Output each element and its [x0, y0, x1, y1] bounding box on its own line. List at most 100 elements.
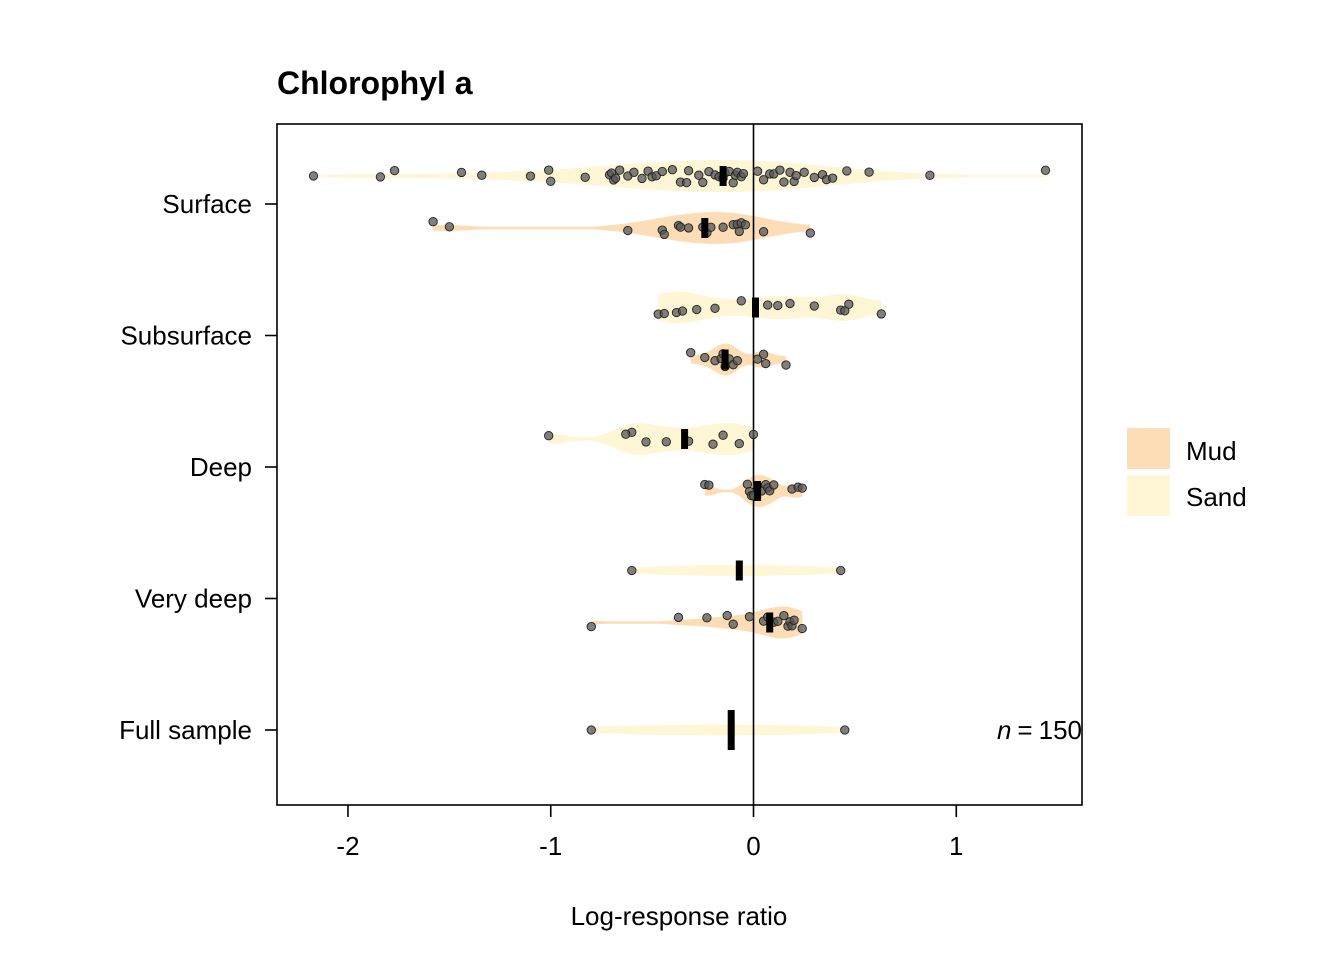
data-point-surface-sand — [779, 177, 789, 187]
data-point-surface-sand — [694, 170, 704, 180]
x-tick-label: 1 — [949, 831, 963, 861]
y-tick-label-full-sample: Full sample — [119, 715, 252, 745]
data-point-subsurface-sand — [736, 296, 746, 306]
median-bar-full-sample-sand — [727, 710, 735, 750]
median-bar-subsurface-sand — [752, 297, 759, 318]
data-point-subsurface-sand — [785, 298, 795, 309]
data-point-surface-sand — [477, 170, 487, 180]
data-point-surface-sand — [791, 170, 801, 181]
data-point-subsurface-mud — [732, 356, 742, 366]
data-point-very-deep-sand — [836, 565, 846, 576]
data-point-subsurface-sand — [809, 301, 819, 311]
data-point-surface-sand — [925, 170, 935, 180]
data-point-surface-mud — [428, 217, 438, 227]
data-point-deep-mud — [797, 483, 807, 493]
x-tick-label: -1 — [539, 831, 562, 861]
data-point-surface-mud — [740, 220, 751, 230]
data-point-surface-mud — [623, 225, 633, 236]
data-point-surface-sand — [681, 177, 692, 188]
legend-swatch-sand — [1127, 475, 1170, 516]
data-point-subsurface-sand — [844, 299, 854, 309]
data-point-deep-sand — [641, 437, 651, 447]
data-point-surface-mud — [734, 226, 744, 237]
median-bar-subsurface-mud — [721, 349, 729, 370]
n-value: 150 — [1039, 715, 1082, 745]
data-point-surface-sand — [580, 172, 590, 182]
data-point-surface-sand — [827, 173, 838, 183]
y-tick-label-deep: Deep — [190, 452, 252, 482]
data-point-surface-sand — [775, 165, 785, 175]
data-point-surface-mud — [758, 227, 769, 237]
data-point-very-deep-mud — [728, 619, 738, 629]
data-point-deep-sand — [734, 438, 744, 449]
data-point-deep-sand — [544, 431, 554, 441]
plot-frame — [276, 123, 1083, 806]
axes: Surface Subsurface Deep Very deep Full sampl… — [119, 189, 963, 861]
data-point-subsurface-mud — [752, 354, 763, 364]
data-point-surface-sand — [546, 176, 556, 186]
data-point-surface-mud — [659, 229, 669, 240]
violin-full-sample-sand — [591, 724, 845, 736]
median-bar-surface-mud — [701, 218, 709, 238]
data-point-surface-mud — [444, 222, 455, 232]
median-bar-very-deep-mud — [766, 612, 774, 633]
data-point-subsurface-sand — [692, 304, 702, 315]
data-point-deep-sand — [661, 437, 671, 447]
data-point-surface-sand — [738, 168, 749, 179]
data-point-deep-sand — [621, 429, 631, 439]
x-tick-label: 0 — [746, 831, 760, 861]
data-point-subsurface-sand — [710, 303, 720, 313]
data-point-deep-mud — [769, 480, 779, 490]
data-point-very-deep-mud — [586, 621, 596, 632]
median-bar-very-deep-sand — [735, 560, 743, 581]
data-point-surface-mud — [805, 228, 815, 238]
data-point-surface-sand — [1040, 165, 1051, 175]
data-point-surface-sand — [657, 166, 667, 177]
data-point-surface-sand — [308, 171, 319, 181]
data-point-very-deep-mud — [702, 613, 712, 623]
sample-size-annotation: n = 150 — [997, 715, 1082, 745]
data-point-surface-sand — [637, 173, 647, 184]
violin-deep-sand — [548, 423, 754, 455]
violin-surface-sand — [313, 160, 1046, 192]
data-point-very-deep-mud — [773, 616, 783, 626]
data-point-surface-sand — [728, 178, 738, 188]
data-point-surface-sand — [456, 167, 467, 178]
data-point-surface-mud — [683, 223, 694, 233]
data-point-surface-mud — [718, 222, 728, 232]
data-point-subsurface-sand — [659, 308, 669, 319]
x-axis-title: Log-response ratio — [571, 901, 788, 931]
data-point-surface-sand — [610, 173, 621, 183]
legend-label-sand: Sand — [1186, 482, 1247, 512]
violin-surface-mud — [433, 212, 811, 244]
data-point-surface-sand — [389, 165, 400, 176]
legend-label-mud: Mud — [1186, 436, 1237, 466]
data-point-deep-sand — [718, 430, 728, 440]
data-point-surface-sand — [758, 175, 769, 185]
n-equals: = — [1017, 715, 1032, 745]
data-point-subsurface-sand — [876, 309, 886, 319]
svg-text:n=150: n = 150 — [997, 715, 1082, 745]
data-point-surface-sand — [667, 165, 678, 175]
data-point-surface-sand — [809, 172, 819, 183]
median-bar-deep-mud — [754, 481, 762, 501]
data-point-surface-sand — [629, 167, 639, 177]
data-point-very-deep-mud — [673, 612, 684, 623]
data-point-surface-sand — [615, 165, 625, 175]
data-point-very-deep-mud — [779, 610, 789, 621]
data-point-very-deep-mud — [722, 610, 732, 621]
data-point-subsurface-mud — [686, 347, 696, 358]
data-point-very-deep-mud — [789, 615, 799, 625]
data-point-surface-sand — [698, 177, 708, 188]
x-tick-label: -2 — [336, 831, 359, 861]
legend-swatch-mud — [1127, 428, 1170, 469]
data-point-subsurface-mud — [758, 349, 769, 359]
data-point-deep-sand — [748, 429, 759, 440]
data-point-subsurface-sand — [773, 300, 783, 311]
chart-title: Chlorophyl a — [277, 65, 473, 101]
data-point-surface-sand — [842, 166, 852, 176]
data-point-very-deep-mud — [797, 623, 807, 634]
data-point-surface-sand — [752, 166, 763, 176]
data-point-subsurface-mud — [761, 358, 771, 369]
